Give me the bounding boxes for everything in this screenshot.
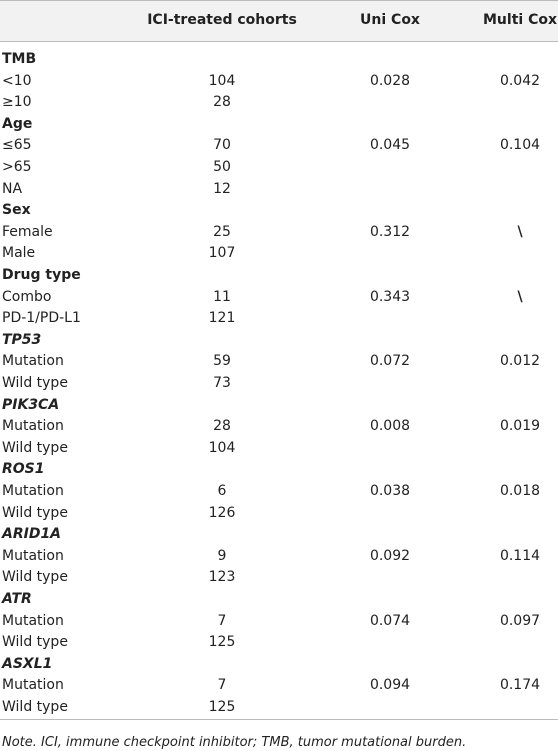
count-cell: 7 (217, 677, 227, 694)
row-label: ≥10 (2, 94, 32, 111)
row-label: Wild type (2, 634, 68, 651)
multi-cox-cell: 0.019 (499, 418, 541, 435)
group-label: ASXL1 (2, 655, 53, 672)
multi-cox-cell: 0.174 (499, 677, 541, 694)
uni-cox-cell: 0.092 (369, 547, 411, 564)
uni-cox-cell: 0.028 (369, 72, 411, 89)
group-label: ARID1A (2, 526, 62, 543)
uni-cox-cell: 0.045 (369, 137, 411, 154)
count-cell: 28 (213, 418, 231, 435)
count-cell: 50 (213, 159, 231, 175)
multi-cox-cell: 0.114 (499, 547, 541, 564)
uni-cox-cell: 0.312 (369, 223, 411, 240)
header-cell: Uni Cox (360, 12, 420, 28)
row-label: Wild type (2, 504, 68, 521)
multi-cox-cell: 0.042 (499, 72, 541, 89)
count-cell: 73 (213, 375, 231, 391)
row-label: Wild type (2, 439, 68, 456)
count-cell: 126 (208, 504, 236, 521)
bottom-rule (0, 719, 558, 720)
uni-cox-cell: 0.008 (369, 418, 411, 435)
count-cell: 9 (217, 547, 227, 564)
multi-cox-cell: 0.012 (499, 353, 541, 370)
multi-cox-cell: \ (517, 223, 523, 240)
count-cell: 125 (208, 699, 236, 715)
count-cell: 7 (217, 612, 227, 629)
count-cell: 121 (208, 310, 236, 327)
row-label: >65 (2, 159, 32, 175)
row-label: NA (2, 180, 23, 197)
row-label: Mutation (2, 677, 64, 694)
group-label: ATR (2, 591, 32, 607)
header-cell: ICI-treated cohorts (147, 12, 297, 28)
count-cell: 25 (213, 223, 231, 240)
multi-cox-cell: \ (517, 288, 523, 305)
group-label: TMB (2, 51, 37, 67)
row-label: Wild type (2, 375, 68, 391)
uni-cox-cell: 0.343 (369, 288, 411, 305)
count-cell: 28 (213, 94, 231, 111)
row-label: Wild type (2, 699, 68, 715)
uni-cox-cell: 0.094 (369, 677, 411, 694)
row-label: Mutation (2, 418, 64, 435)
count-cell: 104 (208, 72, 236, 89)
row-label: Female (2, 223, 53, 240)
row-label: Mutation (2, 483, 64, 499)
count-cell: 59 (213, 353, 231, 370)
row-label: Combo (2, 288, 52, 305)
count-cell: 6 (217, 483, 227, 499)
row-label: <10 (2, 72, 32, 89)
count-cell: 11 (213, 288, 231, 305)
group-label: Drug type (2, 267, 81, 283)
group-label: Age (2, 115, 33, 132)
count-cell: 104 (208, 439, 236, 456)
multi-cox-cell: 0.097 (499, 612, 541, 629)
group-label: TP53 (2, 331, 42, 348)
count-cell: 107 (208, 245, 236, 262)
row-label: Male (2, 245, 36, 262)
group-label: PIK3CA (2, 396, 60, 413)
row-label: ≤65 (2, 137, 32, 154)
uni-cox-cell: 0.038 (369, 483, 411, 499)
count-cell: 123 (208, 569, 236, 586)
group-label: Sex (2, 202, 31, 219)
group-label: ROS1 (2, 461, 45, 478)
uni-cox-cell: 0.072 (369, 353, 411, 370)
multi-cox-cell: 0.018 (499, 483, 541, 499)
row-label: PD-1/PD-L1 (2, 310, 81, 327)
header-band (0, 0, 558, 42)
count-cell: 70 (213, 137, 231, 154)
table-note: Note. ICI, immune checkpoint inhibitor; … (2, 735, 467, 750)
header-cell: Multi Cox (483, 12, 557, 28)
count-cell: 12 (213, 180, 231, 197)
row-label: Wild type (2, 569, 68, 586)
uni-cox-cell: 0.074 (369, 612, 411, 629)
row-label: Mutation (2, 353, 64, 370)
row-label: Mutation (2, 547, 64, 564)
row-label: Mutation (2, 612, 64, 629)
multi-cox-cell: 0.104 (499, 137, 541, 154)
count-cell: 125 (208, 634, 236, 651)
